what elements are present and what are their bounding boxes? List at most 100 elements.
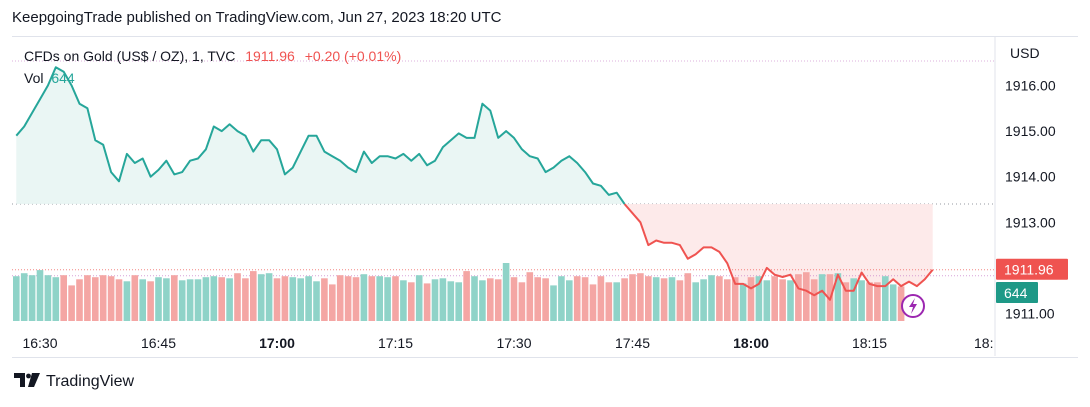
volume-bar xyxy=(186,279,194,321)
volume-bar xyxy=(265,273,273,321)
y-tick-label: 1911.00 xyxy=(1005,306,1055,322)
volume-bar xyxy=(787,280,794,321)
volume-bar xyxy=(329,284,336,321)
volume-bar xyxy=(724,279,731,321)
volume-bar xyxy=(250,271,257,321)
volume-bar xyxy=(597,276,605,321)
last-price: 1911.96 xyxy=(245,48,295,64)
volume-bar xyxy=(313,281,320,321)
time-axis: 16:30 16:45 17:00 17:15 17:30 17:45 18:00 18:15… xyxy=(22,335,993,351)
volume-bar xyxy=(147,281,154,321)
volume-bar xyxy=(52,277,60,321)
volume-bar xyxy=(795,274,802,321)
volume-bars xyxy=(13,263,905,321)
volume-bar xyxy=(652,277,660,321)
volume-bar xyxy=(447,281,455,321)
volume-bar xyxy=(700,279,707,321)
volume-bar xyxy=(842,282,850,321)
volume-bar xyxy=(645,276,652,321)
volume-bar xyxy=(708,275,715,321)
volume-bar xyxy=(463,271,470,321)
volume-bar xyxy=(510,277,518,321)
volume-bar xyxy=(257,274,265,321)
volume-bar xyxy=(763,280,771,321)
volume-bar xyxy=(542,278,549,321)
volume-bar xyxy=(573,276,581,321)
x-tick-label: 18: xyxy=(974,335,993,351)
volume-bar xyxy=(637,273,644,321)
volume-bar xyxy=(408,282,415,321)
volume-bar xyxy=(123,281,131,321)
volume-bar xyxy=(234,273,241,321)
volume-bar xyxy=(534,277,541,321)
x-tick-label: 17:15 xyxy=(378,335,413,351)
volume-bar xyxy=(731,277,739,321)
volume-bar xyxy=(305,276,312,321)
volume-bar xyxy=(771,276,778,321)
y-tick-label: 1915.00 xyxy=(1005,123,1056,139)
volume-bar xyxy=(882,276,889,321)
volume-bar xyxy=(779,279,786,321)
volume-bar xyxy=(107,276,115,321)
volume-bar xyxy=(281,276,289,321)
volume-bar xyxy=(581,277,589,321)
volume-bar xyxy=(84,275,91,321)
volume-bar xyxy=(376,276,383,321)
volume-bar xyxy=(889,284,897,321)
volume-bar xyxy=(818,274,826,321)
volume-bar xyxy=(360,274,368,321)
volume-bar xyxy=(660,278,668,321)
volume-bar xyxy=(439,278,447,321)
volume-bar xyxy=(494,279,502,321)
volume-bar xyxy=(131,275,139,321)
volume-bar xyxy=(392,276,399,321)
price-tag-bg xyxy=(996,258,1068,280)
volume-bar xyxy=(668,277,676,321)
volume-bar xyxy=(92,277,99,321)
volume-bar xyxy=(242,278,249,321)
volume-bar xyxy=(589,284,597,321)
volume-bar xyxy=(431,279,439,321)
symbol-title: CFDs on Gold (US$ / OZ), 1, TVC xyxy=(24,48,236,64)
x-tick-label: 17:30 xyxy=(496,335,531,351)
volume-bar xyxy=(897,286,905,321)
volume-bar xyxy=(163,278,170,321)
volume-bar xyxy=(621,278,628,321)
tradingview-logo-icon xyxy=(14,373,40,391)
volume-bar xyxy=(115,279,123,321)
volume-bar xyxy=(502,263,510,321)
x-tick-label: 16:45 xyxy=(141,335,176,351)
volume-bar xyxy=(566,280,573,321)
price-axis: 1911.001912.001913.001914.001915.001916.… xyxy=(994,36,1056,356)
lightning-icon xyxy=(901,294,925,318)
volume-bar xyxy=(866,282,873,321)
volume-bar xyxy=(155,277,162,321)
volume-bar xyxy=(336,275,344,321)
up-area-fill xyxy=(16,67,625,205)
publisher-caption: KeepgoingTrade published on TradingView.… xyxy=(12,9,502,26)
volume-label: Vol xyxy=(24,70,44,86)
volume-legend: Vol 644 xyxy=(24,70,75,86)
volume-bar xyxy=(479,280,486,321)
tradingview-brand[interactable]: TradingView xyxy=(14,373,134,391)
volume-tag-label: 644 xyxy=(1004,285,1028,301)
volume-bar xyxy=(99,275,107,321)
volume-bar xyxy=(526,272,534,321)
volume-bar xyxy=(218,277,225,321)
volume-bar xyxy=(28,275,36,321)
volume-bar xyxy=(202,277,210,321)
volume-tag-bg xyxy=(996,282,1038,303)
volume-bar xyxy=(13,276,20,321)
volume-bar xyxy=(605,282,613,321)
volume-bar xyxy=(850,278,857,321)
volume-bar xyxy=(297,278,304,321)
currency-label: USD xyxy=(1010,45,1040,61)
volume-bar xyxy=(487,278,494,321)
symbol-legend: CFDs on Gold (US$ / OZ), 1, TVC 1911.96 … xyxy=(24,48,401,64)
volume-bar xyxy=(400,280,407,321)
volume-bar xyxy=(210,276,218,321)
volume-bar xyxy=(834,273,842,321)
volume-bar xyxy=(692,282,699,321)
volume-bar xyxy=(60,275,67,321)
